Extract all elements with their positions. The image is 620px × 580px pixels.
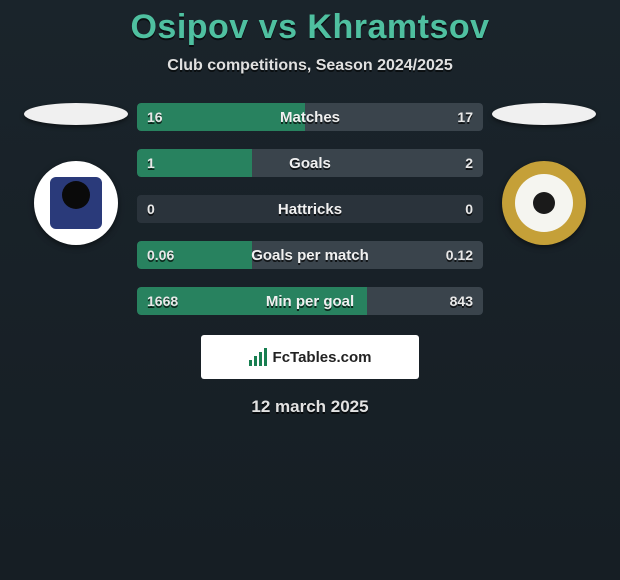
right-country-flag xyxy=(492,103,596,125)
stat-value-right: 0 xyxy=(465,195,473,223)
right-player-panel xyxy=(483,103,605,245)
stat-value-left: 1 xyxy=(147,149,155,177)
stat-row: 12Goals xyxy=(137,149,483,177)
stats-bars: 1617Matches12Goals00Hattricks0.060.12Goa… xyxy=(137,103,483,333)
date-label: 12 march 2025 xyxy=(0,397,620,417)
page-subtitle: Club competitions, Season 2024/2025 xyxy=(0,57,620,75)
stat-value-right: 2 xyxy=(465,149,473,177)
stat-value-right: 843 xyxy=(450,287,473,315)
stat-fill-right xyxy=(305,103,483,131)
stat-value-right: 17 xyxy=(457,103,473,131)
left-player-panel xyxy=(15,103,137,245)
stat-row: 1668843Min per goal xyxy=(137,287,483,315)
stat-fill-right xyxy=(252,149,483,177)
stat-value-right: 0.12 xyxy=(446,241,473,269)
left-club-logo xyxy=(34,161,118,245)
stat-value-left: 1668 xyxy=(147,287,178,315)
watermark-box: FcTables.com xyxy=(201,335,419,379)
page-title: Osipov vs Khramtsov xyxy=(0,8,620,47)
comparison-content: 1617Matches12Goals00Hattricks0.060.12Goa… xyxy=(0,103,620,333)
stat-value-left: 0.06 xyxy=(147,241,174,269)
stat-row: 0 0Hattricks xyxy=(137,195,483,223)
header: Osipov vs Khramtsov Club competitions, S… xyxy=(0,0,620,75)
stat-value-left: 16 xyxy=(147,103,163,131)
stat-label: Hattricks xyxy=(137,195,483,223)
stat-value-left: 0 xyxy=(147,195,155,223)
stat-row: 0.060.12Goals per match xyxy=(137,241,483,269)
right-club-logo xyxy=(502,161,586,245)
bar-chart-icon xyxy=(249,348,267,366)
left-country-flag xyxy=(24,103,128,125)
watermark-text: FcTables.com xyxy=(273,349,372,366)
stat-row: 1617Matches xyxy=(137,103,483,131)
